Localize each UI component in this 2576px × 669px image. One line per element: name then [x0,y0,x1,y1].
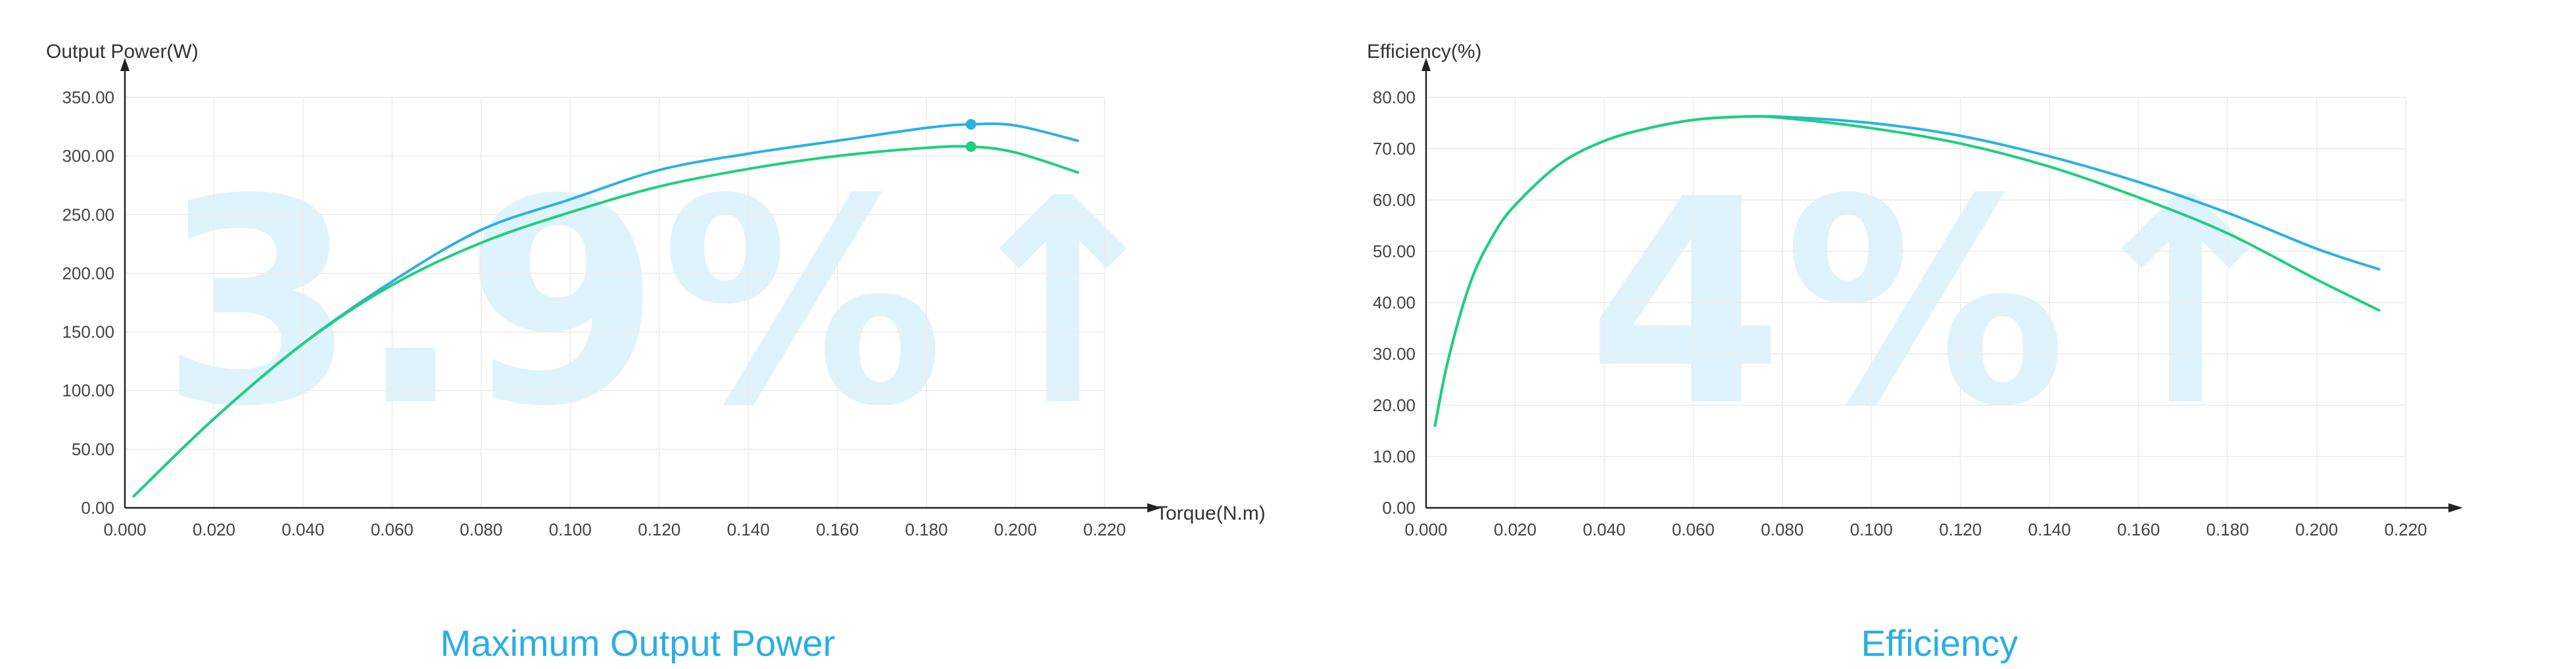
x-axis-arrow [2448,503,2463,512]
x-axis-label: Torque(N.m) [1156,503,1266,524]
y-tick-label: 100.00 [62,381,114,401]
y-tick-label: 60.00 [1373,190,1416,210]
x-tick-label: 0.180 [905,520,948,539]
output-power-svg: 3.9%↑ 0.000 0.020 0.040 0.060 0.080 0.100 0.120… [46,41,1266,539]
x-tick-label: 0.020 [1494,520,1537,539]
watermark-text: 3.9%↑ [160,139,1181,468]
series-line-1 [1433,115,2381,428]
x-tick-label: 0.140 [2028,520,2071,539]
y-tick-label: 200.00 [62,263,114,283]
y-tick-label: 50.00 [72,439,114,459]
y-tick-label: 40.00 [1373,293,1416,312]
x-tick-label: 0.160 [2117,520,2160,539]
y-axis-label: Output Power(W) [46,41,199,62]
y-tick-label: 70.00 [1373,139,1416,159]
y-tick-label: 20.00 [1373,395,1416,415]
y-tick-label: 10.00 [1373,447,1416,466]
y-tick-label: 80.00 [1373,87,1416,107]
x-tick-label: 0.000 [1404,520,1447,539]
x-tick-label: 0.140 [727,520,770,539]
y-tick-label: 350.00 [62,87,114,107]
watermark-text: 4%↑ [1587,139,2304,468]
x-tick-label: 0.200 [2295,520,2338,539]
x-axis-arrow [1147,503,1162,512]
x-tick-label: 0.020 [193,520,235,539]
series-line-1 [132,145,1080,498]
x-tick-label: 0.180 [2206,520,2249,539]
x-tick-label: 0.040 [281,520,324,539]
y-tick-label: 150.00 [62,322,114,342]
y-axis-label: Efficiency(%) [1367,41,1482,62]
y-axis-arrow [1421,58,1431,71]
efficiency-chart: 4%↑ 0.000 0.020 0.040 0.060 0.080 0.100 0.120 0.… [1288,0,2576,669]
x-tick-label: 0.160 [816,520,859,539]
x-tick-label: 0.080 [1761,520,1803,539]
x-tick-label: 0.220 [2384,520,2427,539]
series-marker-0 [965,119,976,130]
x-tick-label: 0.220 [1083,520,1126,539]
series-marker-1 [965,141,976,152]
y-tick-label: 300.00 [62,146,114,166]
x-tick-label: 0.100 [549,520,592,539]
x-tick-label: 0.060 [1672,520,1715,539]
caption-efficiency: Efficiency [1861,622,2018,664]
y-tick-label: 50.00 [1373,241,1416,261]
y-tick-label: 0.00 [81,498,114,518]
x-tick-label: 0.200 [994,520,1037,539]
caption-output-power: Maximum Output Power [440,622,836,664]
output-power-chart: 3.9%↑ 0.000 0.020 0.040 0.060 0.080 0.100 0.120… [46,41,1266,539]
y-tick-label: 250.00 [62,205,114,224]
x-tick-label: 0.000 [103,520,146,539]
x-tick-label: 0.080 [460,520,502,539]
x-tick-label: 0.060 [371,520,414,539]
y-axis-arrow [120,58,130,71]
x-tick-label: 0.100 [1850,520,1893,539]
x-tick-label: 0.040 [1583,520,1625,539]
y-tick-label: 30.00 [1373,344,1416,364]
x-tick-label: 0.120 [1939,520,1982,539]
y-tick-label: 0.00 [1382,498,1416,518]
x-tick-label: 0.120 [638,520,680,539]
efficiency-svg: 4%↑ 0.000 0.020 0.040 0.060 0.080 0.100 0.120 0.… [1367,41,2463,539]
